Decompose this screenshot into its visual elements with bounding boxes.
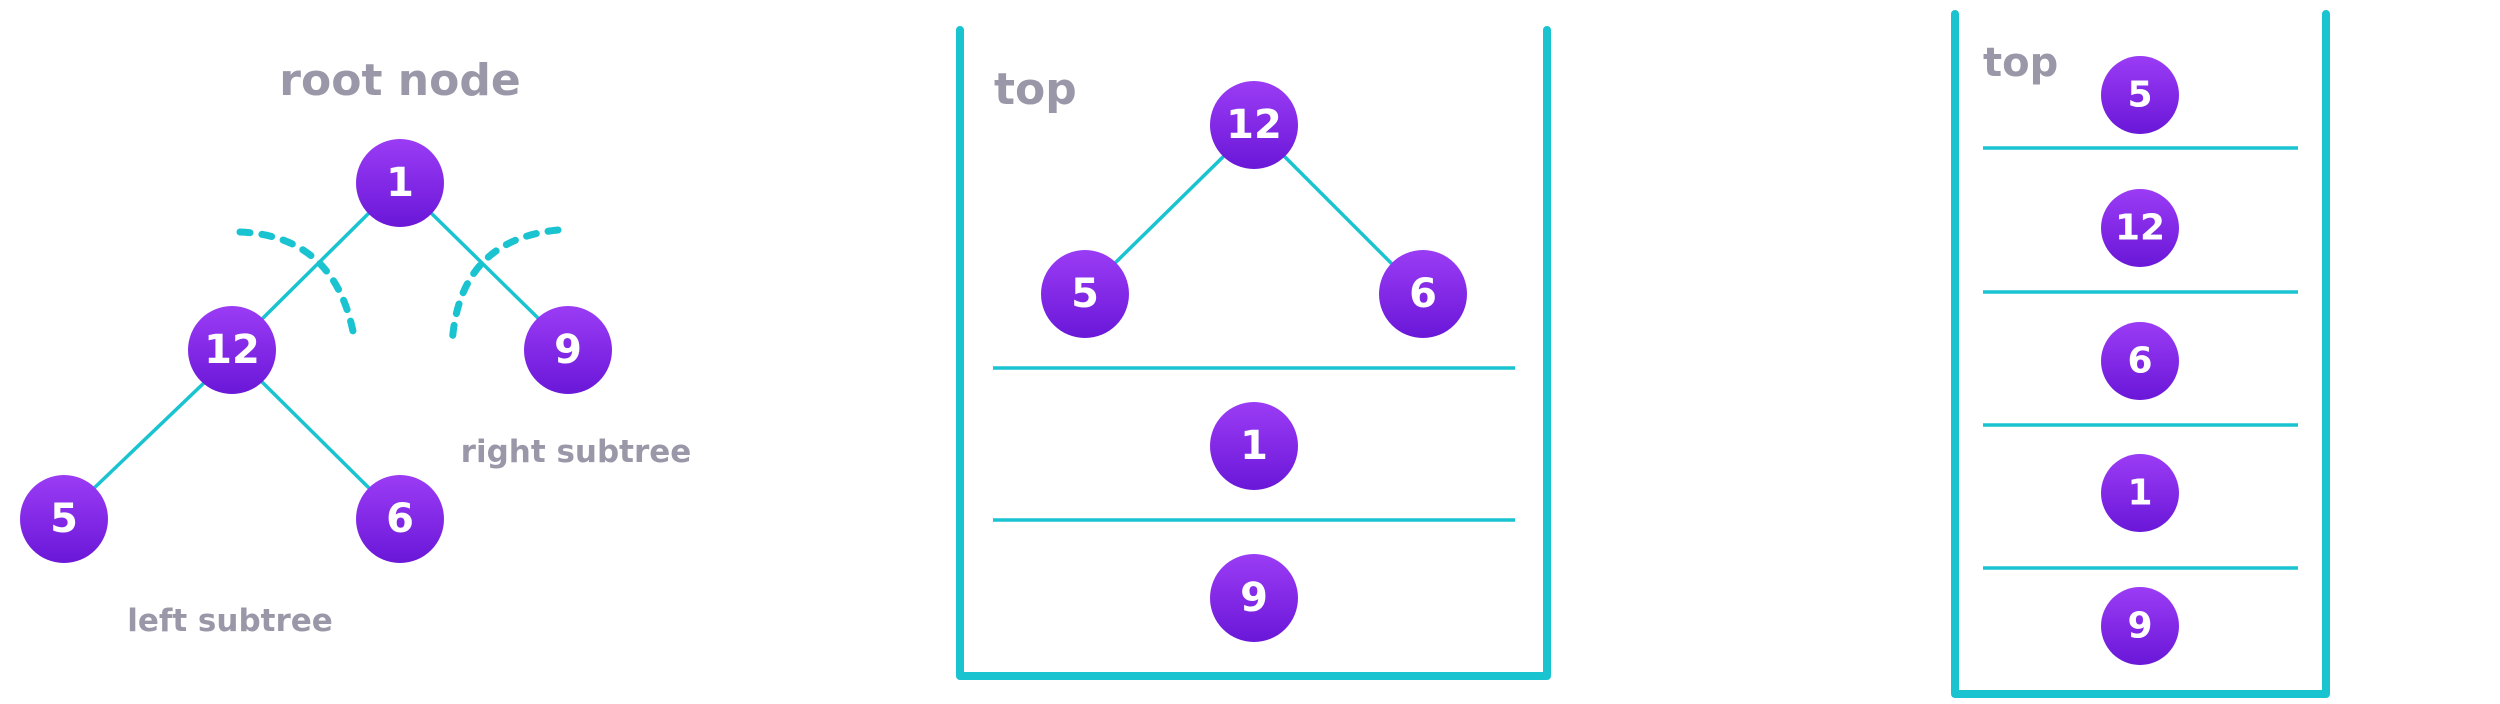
svg-text:9: 9: [2127, 606, 2152, 647]
tree-node-root: 1: [356, 139, 444, 227]
svg-text:9: 9: [554, 327, 582, 373]
svg-text:12: 12: [204, 327, 260, 373]
stack-2: top 5 12 6 1 9: [1951, 10, 2330, 698]
svg-text:5: 5: [50, 496, 78, 542]
svg-text:6: 6: [386, 496, 414, 542]
root-node-label: root node: [279, 55, 520, 106]
stack-1-edge-12-6: [1278, 150, 1398, 270]
svg-text:1: 1: [2127, 473, 2152, 514]
stack-1-item-1: 1: [1210, 402, 1298, 490]
stack-2-item-1: 1: [2101, 454, 2179, 532]
right-subtree-divider: [448, 226, 562, 349]
tree-node-6: 6: [356, 475, 444, 563]
stack-2-top-label: top: [1983, 40, 2058, 86]
svg-text:12: 12: [1226, 102, 1282, 148]
right-subtree-label: right subtree: [461, 434, 692, 470]
stack-1-top-label: top: [994, 64, 1077, 115]
svg-text:1: 1: [386, 160, 414, 206]
stack-1-node-6: 6: [1379, 250, 1467, 338]
stack-2-item-12: 12: [2101, 189, 2179, 267]
svg-text:9: 9: [1240, 575, 1268, 621]
edge-root-right: [424, 206, 542, 322]
left-subtree-divider: [236, 228, 359, 346]
stack-1: top 12 5 6 1 9: [956, 26, 1551, 680]
stack-2-item-6: 6: [2101, 322, 2179, 400]
svg-text:6: 6: [1409, 271, 1437, 317]
left-subtree-label: left subtree: [127, 603, 333, 639]
svg-text:12: 12: [2115, 208, 2165, 249]
stack-2-item-9: 9: [2101, 587, 2179, 665]
stack-2-item-5: 5: [2101, 56, 2179, 134]
stack-1-item-9: 9: [1210, 554, 1298, 642]
svg-text:1: 1: [1240, 423, 1268, 469]
svg-text:6: 6: [2127, 341, 2152, 382]
tree-node-5: 5: [20, 475, 108, 563]
stack-1-node-12: 12: [1210, 81, 1298, 169]
edge-12-6: [256, 376, 375, 494]
svg-text:5: 5: [2127, 75, 2152, 116]
svg-text:5: 5: [1071, 271, 1099, 317]
binary-tree: root node 1 12 9 5 6 right subtree left …: [20, 55, 691, 639]
stack-2-container: [1951, 10, 2330, 698]
stack-1-container: [956, 26, 1551, 680]
tree-node-9: 9: [524, 306, 612, 394]
stack-1-node-5: 5: [1041, 250, 1129, 338]
edge-12-5: [88, 378, 209, 494]
tree-node-12: 12: [188, 306, 276, 394]
stack-1-edge-12-5: [1110, 150, 1230, 268]
